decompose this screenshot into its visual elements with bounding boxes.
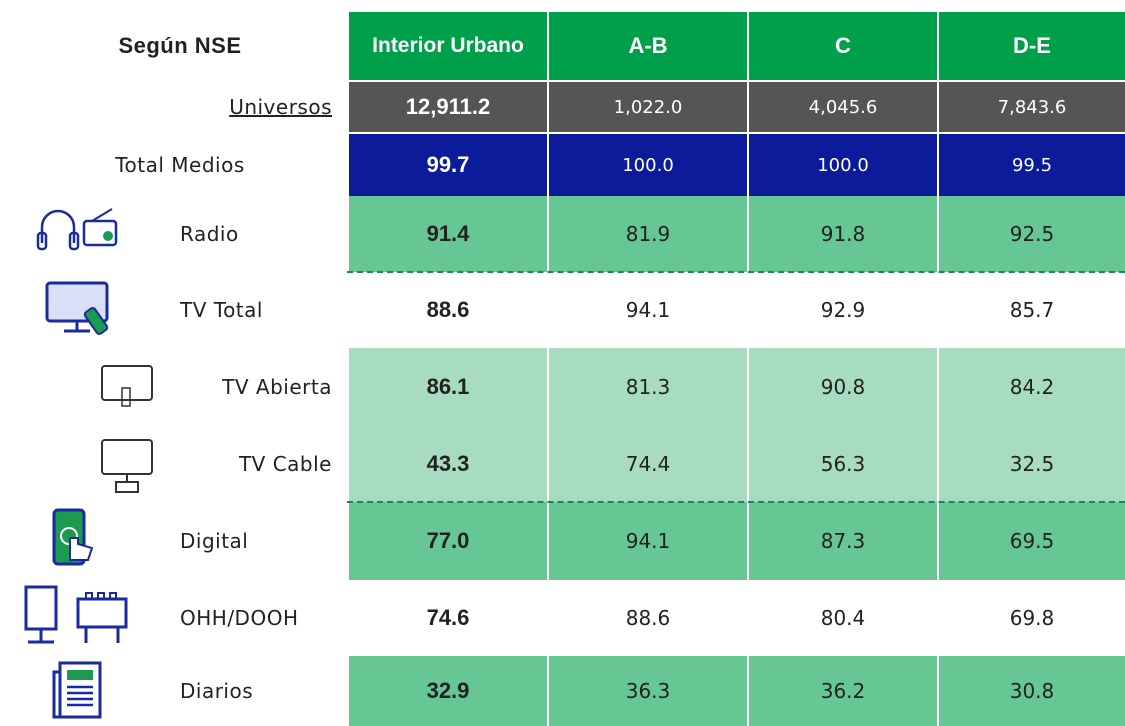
row-label: Total Medios [115,153,245,177]
table-cell: 100.0 [749,134,937,196]
table-cell: 36.3 [549,656,747,726]
table-cell: 88.6 [549,580,747,656]
column-header: C [749,12,937,80]
table-cell: 92.9 [749,272,937,348]
row-label: Radio [180,222,239,246]
table-cell: 92.5 [939,196,1125,272]
tv-cable-icon [101,439,153,493]
table-cell: 32.5 [939,426,1125,502]
table-cell: 99.7 [349,134,547,196]
table-cell: 12,911.2 [349,82,547,132]
table-cell: 81.3 [549,348,747,426]
table-cell: 90.8 [749,348,937,426]
table-cell: 30.8 [939,656,1125,726]
header-title: Según NSE [118,33,242,58]
row-divider [347,501,1125,503]
ooh-icon [24,585,128,644]
column-header: Interior Urbano [349,12,547,80]
table-cell: 36.2 [749,656,937,726]
digital-icon [52,508,94,566]
table-cell: 94.1 [549,272,747,348]
table-cell: 74.4 [549,426,747,502]
table-cell: 32.9 [349,656,547,726]
table-cell: 69.8 [939,580,1125,656]
table-cell: 74.6 [349,580,547,656]
row-label: TV Cable [238,452,332,476]
table-cell: 80.4 [749,580,937,656]
table-cell: 94.1 [549,502,747,580]
table-cell: 91.8 [749,196,937,272]
row-divider [347,271,1125,273]
row-label: Digital [180,529,249,553]
table-cell: 84.2 [939,348,1125,426]
column-header: D-E [939,12,1125,80]
table-cell: 85.7 [939,272,1125,348]
table-cell: 86.1 [349,348,547,426]
table-cell: 69.5 [939,502,1125,580]
row-label: Universos [229,95,332,119]
table-cell: 100.0 [549,134,747,196]
column-header: A-B [549,12,747,80]
table-cell: 56.3 [749,426,937,502]
table-cell: 81.9 [549,196,747,272]
table-cell: 4,045.6 [749,82,937,132]
row-label: Diarios [180,679,254,703]
row-label: TV Abierta [222,375,332,399]
table-cell: 77.0 [349,502,547,580]
diarios-icon [52,661,102,719]
tv-total-icon [45,281,109,335]
row-label: OHH/DOOH [180,606,299,630]
tv-abierta-icon [101,365,153,407]
table-cell: 87.3 [749,502,937,580]
row-label: TV Total [180,298,263,322]
table-cell: 91.4 [349,196,547,272]
table-cell: 1,022.0 [549,82,747,132]
table-cell: 88.6 [349,272,547,348]
table-cell: 7,843.6 [939,82,1125,132]
table-cell: 43.3 [349,426,547,502]
radio-icon [36,208,118,251]
table-cell: 99.5 [939,134,1125,196]
